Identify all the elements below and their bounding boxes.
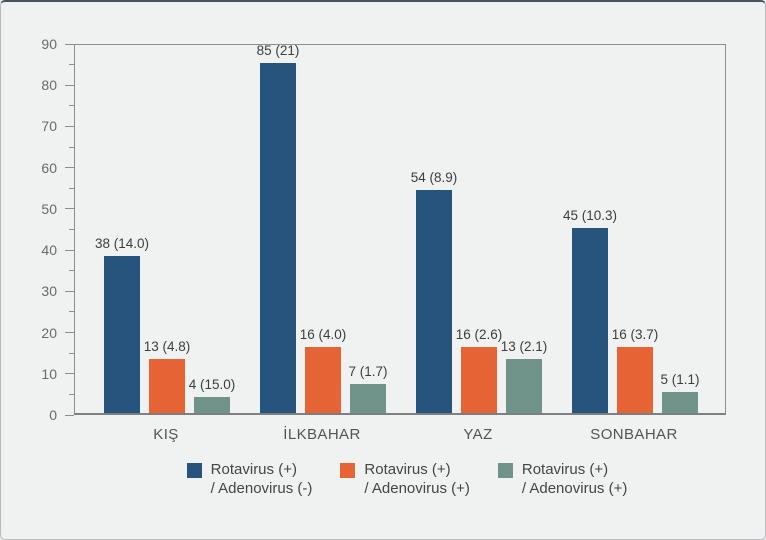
- y-tick-label: 70: [41, 118, 57, 135]
- bar-value-label: 16 (3.7): [611, 327, 659, 343]
- y-tick-label: 0: [49, 407, 57, 423]
- bar-group-3: 54 (8.9) 16 (2.6) 13 (2.1): [411, 45, 547, 413]
- bar: [305, 347, 341, 413]
- y-major-tick: [65, 332, 74, 334]
- bar-group-1: 38 (14.0) 13 (4.8) 4 (15.0): [95, 45, 235, 413]
- bar: [149, 359, 185, 413]
- bar-value-label: 4 (15.0): [188, 376, 236, 392]
- bar-value-label: 38 (14.0): [94, 236, 150, 252]
- legend-swatch: [340, 463, 356, 478]
- y-major-tick: [65, 290, 74, 292]
- bar-group-4: 45 (10.3) 16 (3.7) 5 (1.1): [563, 45, 700, 413]
- bar: [416, 190, 452, 413]
- bar-value-label: 13 (2.1): [500, 339, 548, 355]
- y-minor-tick: [69, 187, 74, 189]
- x-axis-label: İLKBAHAR: [283, 426, 361, 443]
- y-major-tick: [65, 84, 74, 86]
- bar-value-label: 16 (2.6): [455, 327, 503, 343]
- y-minor-tick: [69, 229, 74, 230]
- bar-value-label: 5 (1.1): [660, 372, 700, 388]
- y-major-tick: [65, 43, 74, 45]
- y-tick-label: 50: [41, 200, 57, 217]
- y-minor-tick: [69, 270, 74, 272]
- y-major-tick: [65, 125, 74, 127]
- y-major-tick: [65, 414, 74, 416]
- y-minor-tick: [69, 146, 74, 148]
- bar-value-label: 45 (10.3): [562, 207, 618, 223]
- bar-value-label: 54 (8.9): [410, 170, 458, 186]
- y-tick-label: 20: [41, 324, 57, 341]
- y-tick-label: 60: [41, 159, 57, 176]
- y-axis: 0 10 20 30 40 50 60 70 80 90: [1, 36, 74, 423]
- y-minor-tick: [69, 352, 74, 354]
- legend-label: Rotavirus (+) / Adenovirus (+): [521, 461, 628, 497]
- bar: [662, 392, 698, 413]
- bar: [617, 347, 653, 413]
- bar: [104, 256, 140, 413]
- legend-item-2: Rotavirus (+) / Adenovirus (+): [340, 460, 470, 498]
- y-tick-label: 10: [41, 365, 57, 382]
- legend-swatch: [497, 463, 513, 478]
- plot-area: 38 (14.0) 13 (4.8) 4 (15.0) 85 (21) 16 (4.0)…: [74, 42, 726, 415]
- x-axis-label: KIŞ: [153, 426, 179, 443]
- legend-label: Rotavirus (+) / Adenovirus (+): [364, 461, 470, 497]
- bar: [350, 384, 386, 413]
- y-major-tick: [65, 373, 74, 375]
- legend-label: Rotavirus (+) / Adenovirus (-): [210, 461, 313, 497]
- y-minor-tick: [69, 105, 74, 107]
- legend-swatch: [186, 463, 202, 478]
- y-minor-tick: [69, 64, 74, 66]
- bar-value-label: 85 (21): [256, 42, 300, 58]
- x-axis-label: SONBAHAR: [590, 426, 678, 443]
- bar-value-label: 7 (1.7): [348, 364, 388, 380]
- y-tick-label: 90: [41, 36, 57, 52]
- legend-item-3: Rotavirus (+) / Adenovirus (+): [497, 460, 628, 498]
- y-tick-label: 40: [41, 242, 57, 259]
- y-major-tick: [65, 167, 74, 169]
- bar-value-label: 16 (4.0): [299, 327, 347, 343]
- y-tick-label: 80: [41, 77, 57, 94]
- bar: [506, 359, 542, 413]
- y-major-tick: [65, 208, 74, 210]
- bar-value-label: 13 (4.8): [143, 339, 191, 355]
- bar: [461, 347, 497, 413]
- chart-legend: Rotavirus (+) / Adenovirus (-) Rotavirus …: [25, 460, 765, 498]
- bar: [572, 227, 608, 413]
- y-major-tick: [65, 249, 74, 251]
- x-axis-labels: KIŞ İLKBAHAR YAZ SONBAHAR: [74, 426, 726, 448]
- bar: [260, 62, 296, 413]
- bar-group-2: 85 (21) 16 (4.0) 7 (1.7): [256, 42, 388, 413]
- y-minor-tick: [69, 393, 74, 395]
- legend-item-1: Rotavirus (+) / Adenovirus (-): [186, 460, 313, 498]
- y-minor-tick: [69, 311, 74, 313]
- y-tick-label: 30: [41, 283, 57, 300]
- bar: [194, 396, 230, 413]
- x-axis-label: YAZ: [463, 426, 493, 443]
